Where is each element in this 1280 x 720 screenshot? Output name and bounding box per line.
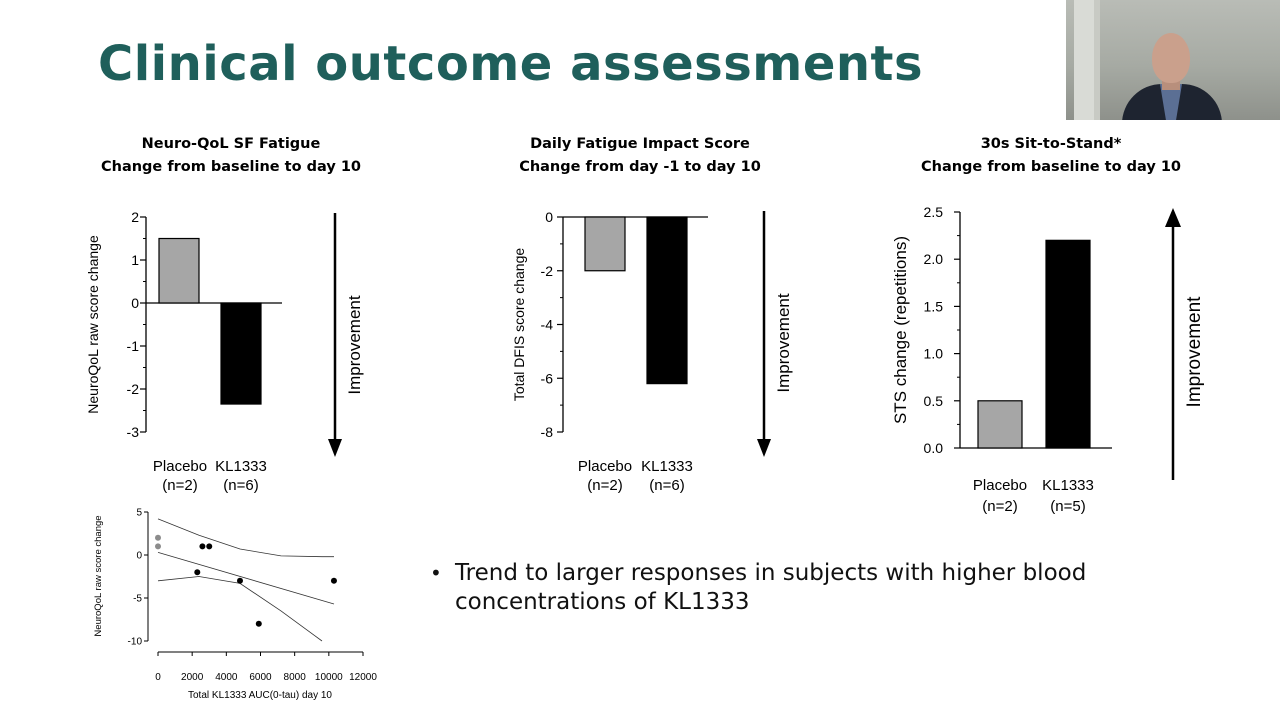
chart1-y-tick-label: 1: [131, 252, 139, 268]
scatter-point-placebo: [155, 534, 161, 541]
scatter-point-kl1333: [206, 543, 213, 550]
scatter-y-tick-label: -10: [128, 637, 143, 648]
chart1-category-label: KL1333: [215, 458, 267, 475]
chart1-category-label: Placebo: [153, 458, 207, 475]
chart3-bar-placebo: [977, 400, 1023, 449]
chart3-y-tick-label: 1.0: [924, 346, 944, 362]
chart3-y-tick-label: 1.5: [924, 298, 944, 314]
chart2-category-label: KL1333: [641, 458, 693, 475]
chart1-improvement-arrow-head: [328, 439, 342, 457]
presenter-shirt: [1160, 84, 1182, 120]
chart1-y-tick-label: 2: [131, 209, 139, 225]
chart3-category-label: KL1333: [1042, 477, 1094, 494]
chart1-bar-kl1333: [220, 302, 262, 405]
webcam-video-feed: [1066, 0, 1280, 120]
slide-title: Clinical outcome assessments: [98, 36, 924, 92]
chart2-improvement-arrow-head: [757, 439, 771, 457]
scatter-point-kl1333: [330, 577, 337, 584]
chart2-category-label: Placebo: [578, 458, 632, 475]
chart1-heading-line1: Neuro-QoL SF Fatigue: [141, 136, 321, 152]
bullet-text-line2: concentrations of KL1333: [455, 589, 750, 615]
chart3-y-tick-label: 0.0: [924, 440, 944, 456]
scatter-point-kl1333: [199, 543, 206, 550]
chart3-heading: 30s Sit-to-Stand* Change from baseline t…: [921, 133, 1181, 179]
chart2-heading-line1: Daily Fatigue Impact Score: [530, 136, 750, 152]
chart3-heading-line1: 30s Sit-to-Stand*: [980, 136, 1122, 152]
chart1-y-tick-label: -1: [127, 338, 140, 354]
chart3-heading-line2: Change from baseline to day 10: [920, 159, 1182, 175]
background-door: [1074, 0, 1094, 120]
scatter-x-tick-label: 4000: [215, 672, 238, 683]
chart2-bar-kl1333: [646, 216, 688, 385]
chart3-bar-kl1333: [1045, 239, 1091, 449]
scatter-y-tick-label: -5: [133, 594, 142, 605]
chart2-y-axis-title: Total DFIS score change: [511, 248, 527, 402]
chart1-heading: Neuro-QoL SF Fatigue Change from baselin…: [101, 133, 361, 179]
chart1-y-axis-title: NeuroQoL raw score change: [85, 235, 101, 414]
chart1-category-n-label: (n=2): [162, 477, 197, 494]
chart3-category-label: Placebo: [973, 477, 1027, 494]
chart1-y-tick-label: -2: [127, 381, 140, 397]
scatter-x-tick-label: 10000: [315, 672, 343, 683]
bullet-text: Trend to larger responses in subjects wi…: [455, 559, 1145, 617]
scatter-y-axis-title: NeuroQoL raw score change: [93, 515, 104, 636]
scatter-x-tick-label: 6000: [249, 672, 272, 683]
scatter-x-tick-label: 8000: [284, 672, 307, 683]
chart3-y-axis-title: STS change (repetitions): [891, 236, 910, 424]
scatter-ci-lower-curve: [157, 576, 323, 642]
scatter-x-tick-label: 2000: [181, 672, 204, 683]
chart2-category-n-label: (n=2): [587, 477, 622, 494]
presenter-head: [1152, 33, 1190, 83]
scatter-point-kl1333: [194, 569, 201, 576]
chart3-improvement-arrow-head: [1165, 208, 1181, 227]
scatter-x-tick-label: 12000: [349, 672, 377, 683]
scatter-y-tick-label: 0: [136, 551, 142, 562]
chart2-improvement-label: Improvement: [774, 293, 793, 392]
chart1-heading-line2: Change from baseline to day 10: [100, 159, 362, 175]
chart3-y-tick-label: 2.0: [924, 251, 944, 267]
chart3-y-tick-label: 0.5: [924, 393, 944, 409]
chart2-y-tick-label: -4: [541, 317, 554, 333]
chart3-y-tick-label: 2.5: [924, 204, 944, 220]
chart2-heading-line2: Change from day -1 to day 10: [519, 159, 761, 175]
chart2-heading: Daily Fatigue Impact Score Change from d…: [519, 133, 761, 179]
scatter-regression-line: [157, 552, 335, 605]
chart3-category-n-label: (n=5): [1050, 498, 1085, 515]
chart1-category-n-label: (n=6): [223, 477, 258, 494]
chart3-improvement-label: Improvement: [1184, 296, 1205, 408]
scatter-point-kl1333: [237, 577, 243, 584]
chart1-improvement-label: Improvement: [345, 295, 364, 394]
chart3-category-n-label: (n=2): [982, 498, 1017, 515]
chart2-y-tick-label: -8: [541, 424, 554, 440]
scatter-point-kl1333: [255, 620, 262, 627]
scatter-ci-upper-curve: [157, 518, 334, 558]
background-door-frame: [1094, 0, 1100, 120]
scatter-x-tick-label: 0: [155, 672, 161, 683]
chart2-bar-placebo: [584, 216, 626, 272]
bullet-text-line1: Trend to larger responses in subjects wi…: [455, 560, 1087, 586]
scatter-x-axis-title: Total KL1333 AUC(0-tau) day 10: [188, 690, 332, 701]
chart2-y-tick-label: -2: [541, 263, 554, 279]
chart1-y-tick-label: -3: [127, 424, 140, 440]
chart1-y-tick-label: 0: [131, 295, 139, 311]
chart2-y-tick-label: 0: [545, 209, 553, 225]
bullet-marker: •: [430, 561, 442, 585]
chart2-y-tick-label: -6: [541, 370, 554, 386]
scatter-y-tick-label: 5: [136, 508, 142, 519]
chart1-bar-placebo: [158, 237, 200, 304]
chart2-category-n-label: (n=6): [649, 477, 684, 494]
scatter-point-placebo: [155, 543, 161, 550]
